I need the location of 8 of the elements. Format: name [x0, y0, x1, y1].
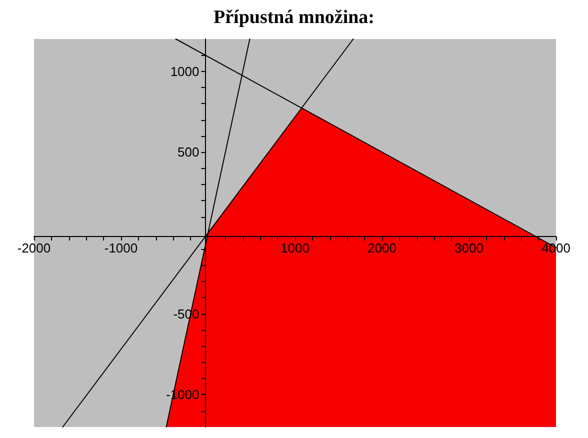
- x-tick-label: 1000: [280, 240, 310, 256]
- x-tick-label: -2000: [17, 240, 51, 256]
- chart-title: Přípustná množina:: [214, 7, 374, 28]
- y-tick-label: 1000: [170, 64, 200, 79]
- y-tick-label: 500: [178, 144, 200, 160]
- x-tick-label: 3000: [454, 240, 484, 256]
- x-tick-label: 2000: [368, 240, 396, 256]
- x-tick-label: -1000: [104, 240, 138, 256]
